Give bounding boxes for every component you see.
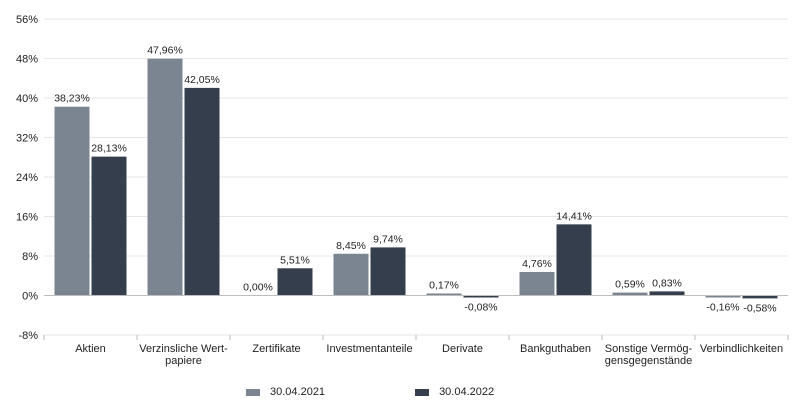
data-label: 42,05% — [184, 74, 220, 86]
y-tick-label: 32% — [16, 133, 38, 145]
x-tick-label: Aktien — [75, 343, 106, 355]
bar — [370, 247, 406, 296]
y-tick-label: 16% — [16, 212, 38, 224]
y-tick-label: 0% — [22, 291, 38, 303]
x-tick-label: Sonstige Vermög- — [605, 343, 693, 355]
legend-item-2021: 30.04.2021 — [246, 386, 325, 398]
bar — [426, 293, 462, 296]
data-label: 14,41% — [556, 210, 592, 222]
bar — [184, 87, 220, 296]
legend: 30.04.2021 30.04.2022 — [246, 386, 494, 398]
data-label: -0,16% — [706, 302, 739, 314]
bar — [742, 295, 778, 299]
data-label: 0,17% — [429, 280, 459, 292]
bar — [91, 156, 127, 296]
x-tick-label: Verbindlichkeiten — [700, 343, 783, 355]
bar — [705, 295, 741, 298]
x-tick-label: gensgegenstände — [605, 355, 692, 367]
y-tick-label: 40% — [16, 93, 38, 105]
y-tick-label: 8% — [22, 251, 38, 263]
bar — [556, 224, 592, 296]
data-label: 9,74% — [373, 233, 403, 245]
bar — [54, 106, 90, 296]
data-label: 28,13% — [91, 143, 127, 155]
x-tick-label: Zertifikate — [252, 343, 300, 355]
bar — [333, 253, 369, 296]
y-tick-label: 56% — [16, 14, 38, 26]
x-tick-label: Investmentanteile — [326, 343, 412, 355]
legend-item-2022: 30.04.2022 — [415, 386, 494, 398]
data-label: -0,08% — [464, 302, 497, 314]
x-tick-label: Bankguthaben — [520, 343, 591, 355]
y-tick-label: -8% — [18, 330, 38, 342]
data-label: 38,23% — [54, 93, 90, 105]
data-label: 4,76% — [522, 258, 552, 270]
legend-swatch-2022 — [415, 388, 430, 396]
bar — [519, 271, 555, 296]
x-tick-label: papiere — [165, 355, 202, 367]
data-label: 0,00% — [243, 282, 273, 294]
x-tick-label: Derivate — [442, 343, 483, 355]
bar — [463, 295, 499, 298]
x-tick-label: Verzinsliche Wert- — [139, 343, 228, 355]
bar — [612, 292, 648, 296]
data-label: 8,45% — [336, 240, 366, 252]
bar — [277, 268, 313, 296]
data-label: 0,59% — [615, 279, 645, 291]
legend-swatch-2021 — [246, 388, 260, 396]
bar — [649, 291, 685, 296]
legend-label-2022: 30.04.2022 — [439, 386, 495, 398]
data-label: 0,83% — [652, 277, 682, 289]
data-label: 47,96% — [147, 45, 183, 57]
legend-label-2021: 30.04.2021 — [270, 386, 326, 398]
data-label: -0,58% — [743, 302, 776, 314]
y-tick-label: 24% — [16, 172, 38, 184]
y-tick-label: 48% — [16, 54, 38, 66]
bar — [147, 58, 183, 296]
data-label: 5,51% — [280, 254, 310, 266]
